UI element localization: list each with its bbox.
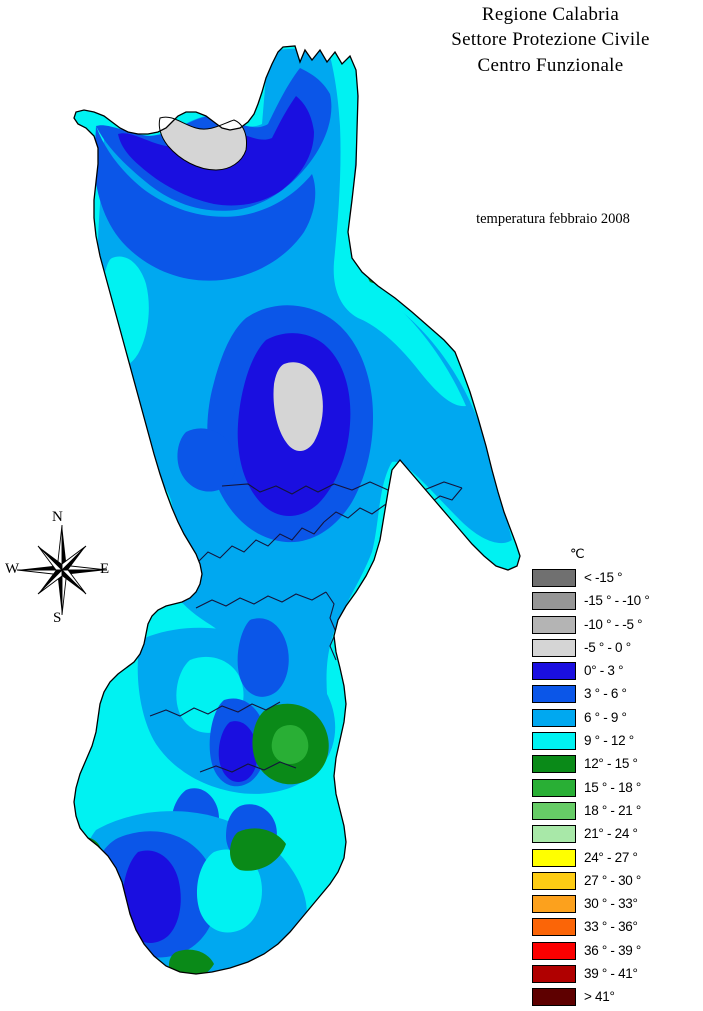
legend-color-swatch	[532, 755, 576, 774]
legend-color-swatch	[532, 895, 576, 914]
band-9-12-aspromonte-west	[74, 855, 111, 909]
band-3-6-serre-north	[237, 618, 289, 697]
legend-range-label: 0° - 3 °	[584, 663, 624, 679]
province-border-reggio	[199, 761, 297, 773]
legend-row: < -15 °	[530, 568, 700, 591]
compass-label-north: N	[52, 509, 63, 525]
band-9-12-tyrrhenian-mid2	[125, 477, 174, 561]
legend-range-label: 30 ° - 33°	[584, 896, 638, 912]
legend-color-swatch	[532, 801, 576, 820]
legend-range-label: 9 ° - 12 °	[584, 733, 634, 749]
legend-range-label: -10 ° - -5 °	[584, 616, 643, 632]
legend-row: 0° - 3 °	[530, 661, 700, 684]
legend-color-swatch	[532, 848, 576, 867]
title-line-3: Centro Funzionale	[477, 54, 624, 76]
compass-label-east: E	[100, 561, 110, 577]
legend-color-swatch	[532, 965, 576, 984]
legend-range-label: 27 ° - 30 °	[584, 872, 642, 888]
band-12-15-south-east	[230, 828, 286, 871]
band-3-6-north-west	[94, 126, 316, 281]
compass-rose: N S W E	[2, 505, 122, 635]
band-15-18-locride-core	[271, 724, 309, 764]
province-boundaries	[149, 481, 463, 773]
legend-color-swatch	[532, 638, 576, 657]
legend-color-swatch	[532, 592, 576, 611]
legend-row: -15 ° - -10 °	[530, 591, 700, 614]
legend-row: 18 ° - 21 °	[530, 801, 700, 824]
legend-color-swatch	[532, 988, 576, 1007]
legend-color-swatch	[532, 732, 576, 751]
legend-row: 33 ° - 36°	[530, 917, 700, 940]
legend-color-swatch	[532, 825, 576, 844]
legend-row: 21° - 24 °	[530, 824, 700, 847]
temperature-map	[73, 45, 521, 975]
legend-color-swatch	[532, 569, 576, 587]
legend-row: 9 ° - 12 °	[530, 731, 700, 754]
title-line-1: Regione Calabria	[481, 4, 620, 25]
header-title-block: Regione Calabria Settore Protezione Civi…	[398, 2, 703, 78]
legend-range-label: < -15 °	[584, 570, 623, 585]
legend-range-label: 18 ° - 21 °	[584, 802, 642, 818]
legend-row: 3 ° - 6 °	[530, 684, 700, 707]
map-subtitle: temperatura febbraio 2008	[476, 211, 630, 227]
province-border-cosenza-south	[195, 591, 327, 609]
legend-row: 15 ° - 18 °	[530, 778, 700, 801]
legend-range-label: -5 ° - 0 °	[584, 639, 631, 655]
legend-range-label: -15 ° - -10 °	[584, 593, 650, 609]
legend-range-label: 36 ° - 39 °	[584, 942, 642, 958]
legend-row: 24° - 27 °	[530, 848, 700, 871]
legend-color-swatch	[532, 662, 576, 681]
band-3-6-coastal-chain	[177, 428, 237, 492]
province-border-catanzaro-west	[195, 521, 325, 565]
coastline-outline	[73, 45, 521, 975]
band-minus5-0-pollino	[159, 117, 247, 170]
legend-range-label: 39 ° - 41°	[584, 966, 638, 982]
legend-range-label: > 41°	[584, 989, 615, 1005]
legend-range-label: 3 ° - 6 °	[584, 686, 627, 702]
pollino-inner-outline	[158, 116, 247, 171]
province-border-catanzaro-crotone	[325, 591, 337, 661]
legend-range-label: 33 ° - 36°	[584, 919, 638, 935]
legend-color-swatch	[532, 941, 576, 960]
title-line-2: Settore Protezione Civile	[451, 29, 650, 51]
province-border-vibo	[149, 701, 281, 717]
band-9-12-northeast	[330, 55, 466, 407]
compass-rose-icon	[16, 524, 108, 616]
legend-color-swatch	[532, 918, 576, 937]
legend-color-swatch	[532, 708, 576, 727]
legend-row: -10 ° - -5 °	[530, 615, 700, 638]
compass-label-west: W	[5, 561, 20, 577]
map-temperature-bands	[74, 46, 520, 974]
legend-row: -5 ° - 0 °	[530, 638, 700, 661]
legend-row: 27 ° - 30 °	[530, 871, 700, 894]
legend-range-label: 21° - 24 °	[584, 826, 638, 842]
legend-color-swatch	[532, 871, 576, 890]
compass-label-south: S	[53, 610, 62, 626]
band-0-3-aspromonte-core	[122, 850, 181, 943]
legend-row: 36 ° - 39 °	[530, 941, 700, 964]
legend-color-swatch	[532, 685, 576, 704]
legend-range-label: 6 ° - 9 °	[584, 709, 627, 725]
legend-unit-label: ℃	[570, 546, 585, 561]
legend-color-swatch	[532, 778, 576, 797]
legend-range-label: 24° - 27 °	[584, 849, 638, 865]
legend-row: 12° - 15 °	[530, 754, 700, 777]
legend-row-list: < -15 ° -15 ° - -10 ° -10 ° - -5 ° -5 ° - 0…	[530, 568, 700, 1011]
band-0-3-serre-core	[218, 721, 258, 783]
legend-row: 30 ° - 33°	[530, 894, 700, 917]
legend-range-label: 12° - 15 °	[584, 756, 638, 772]
legend-row: > 41°	[530, 987, 700, 1010]
legend-row: 39 ° - 41°	[530, 964, 700, 987]
band-minus5-0-sila-peak	[273, 362, 323, 451]
legend-range-label: 15 ° - 18 °	[584, 779, 642, 795]
legend-row: 6 ° - 9 °	[530, 708, 700, 731]
legend-color-swatch	[532, 615, 576, 634]
